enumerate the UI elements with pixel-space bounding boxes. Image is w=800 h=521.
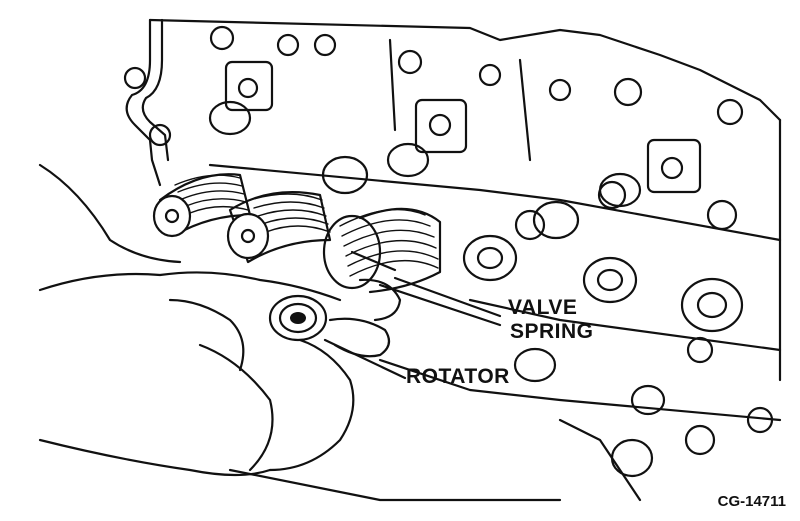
spring-label: SPRING [510,320,594,343]
figure-id: CG-14711 [717,493,786,510]
head-ports [123,25,774,456]
rotator-label: ROTATOR [406,365,510,388]
valve-label: VALVE [508,296,578,319]
rocker-bosses [224,60,702,194]
valve-seats [208,100,744,478]
technician-hands [38,163,402,477]
leader-lines [323,276,502,380]
rotator-part [268,294,328,342]
valve-springs [152,173,442,294]
cylinder-head [125,18,782,502]
